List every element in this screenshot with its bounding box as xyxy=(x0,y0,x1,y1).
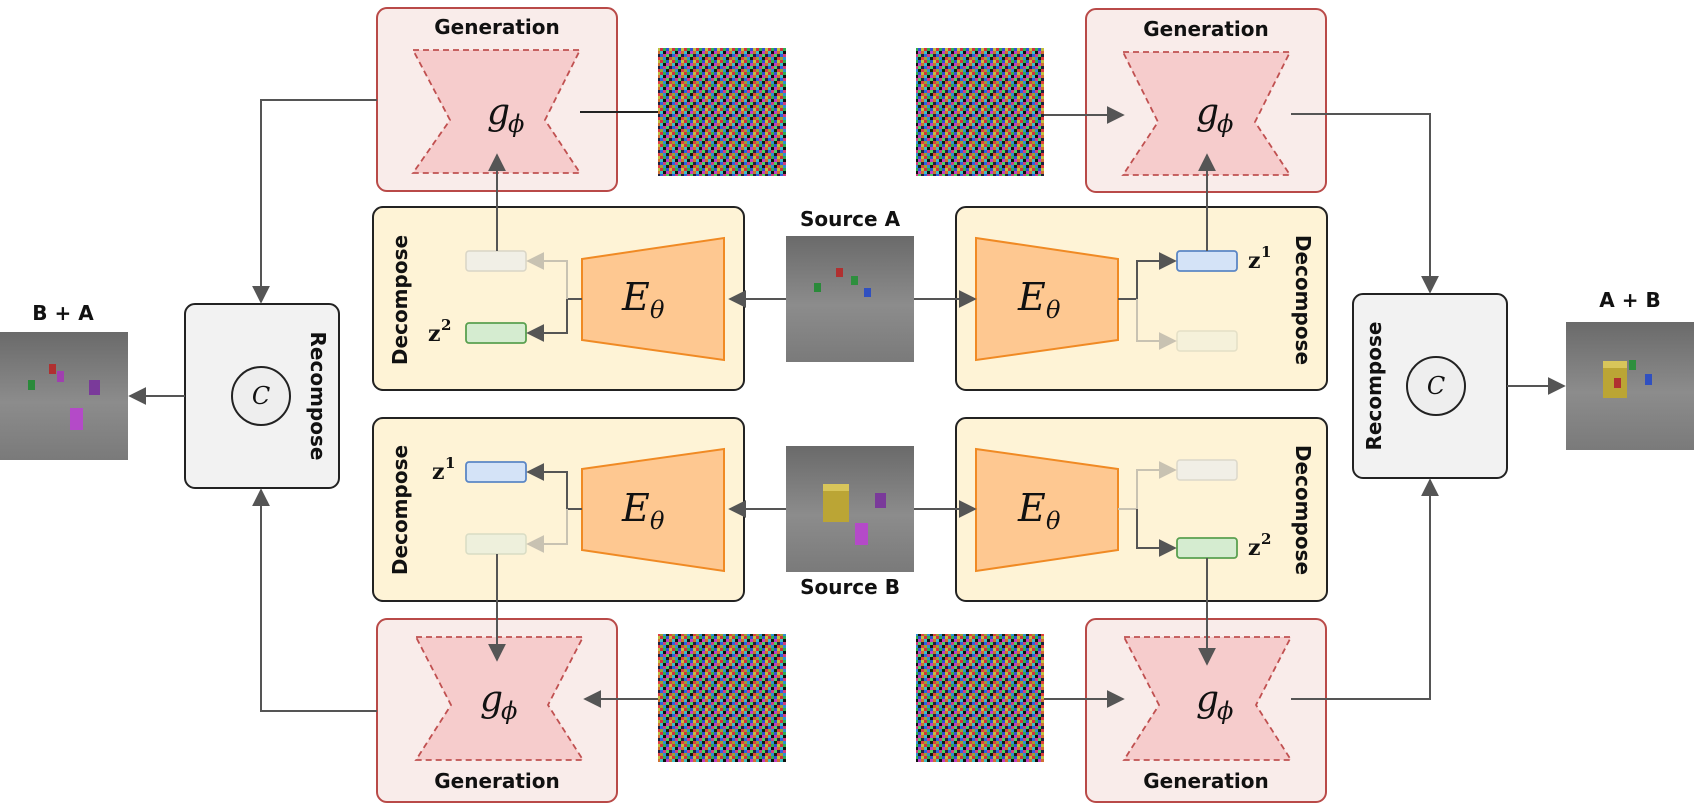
recompose-label: Recompose xyxy=(306,332,330,461)
latent-superscript: 1 xyxy=(445,454,455,472)
latent-z1 xyxy=(1176,250,1238,272)
generator-shape xyxy=(1121,51,1292,176)
latent-superscript: 1 xyxy=(1261,243,1271,261)
generation-box-bottom-left: g ϕ Generation xyxy=(376,618,618,803)
encoder-shape xyxy=(581,236,725,362)
connectors xyxy=(128,99,1566,712)
decompose-label: Decompose xyxy=(1291,445,1315,575)
latent-z1 xyxy=(465,461,527,483)
generator-shape xyxy=(411,49,582,174)
generation-box-top-left: Generation g ϕ xyxy=(376,7,618,192)
latent-slot-faded xyxy=(1176,459,1238,481)
latent-z-symbol: z xyxy=(1248,535,1261,561)
source-b-image xyxy=(786,446,914,572)
compose-circle xyxy=(1406,356,1466,416)
compose-symbol: C xyxy=(252,382,270,410)
generator-subscript: ϕ xyxy=(508,110,524,138)
encoder-shape xyxy=(975,236,1119,362)
output-right-label: A + B xyxy=(1599,288,1660,312)
output-left-label: B + A xyxy=(32,301,94,325)
encoder-symbol: E xyxy=(621,486,650,530)
generator-symbol: g xyxy=(1196,679,1219,720)
decompose-box-bottom-left: Decompose E θ z 1 xyxy=(372,417,745,602)
generator-subscript: ϕ xyxy=(1217,697,1233,725)
latent-slot-faded xyxy=(465,533,527,555)
recompose-box-left: Recompose C xyxy=(184,303,340,489)
generation-label: Generation xyxy=(1143,17,1269,41)
latent-z2 xyxy=(1176,537,1238,559)
latent-z-symbol: z xyxy=(1248,248,1261,274)
decompose-label: Decompose xyxy=(388,445,412,575)
source-a-label: Source A xyxy=(800,207,901,231)
decompose-label: Decompose xyxy=(1291,235,1315,365)
latent-slot-faded xyxy=(465,250,527,272)
generator-shape xyxy=(1122,636,1293,761)
generation-label: Generation xyxy=(1143,769,1269,793)
encoder-subscript: θ xyxy=(1046,507,1061,535)
latent-z-symbol: z xyxy=(432,459,445,485)
source-b-label: Source B xyxy=(800,575,900,599)
generator-shape xyxy=(414,636,585,761)
generator-symbol: g xyxy=(480,679,503,720)
generator-subscript: ϕ xyxy=(1217,110,1233,138)
recompose-box-right: Recompose C xyxy=(1352,293,1508,479)
generation-label: Generation xyxy=(434,15,560,39)
encoder-shape xyxy=(975,447,1119,573)
output-b-plus-a-image xyxy=(0,332,128,460)
generation-label: Generation xyxy=(434,769,560,793)
encoder-symbol: E xyxy=(621,275,650,319)
compose-symbol: C xyxy=(1427,372,1445,400)
noise-image-top-right xyxy=(916,48,1044,176)
latent-z2 xyxy=(465,322,527,344)
latent-superscript: 2 xyxy=(1261,530,1271,548)
noise-image-bottom-right xyxy=(916,634,1044,762)
generator-symbol: g xyxy=(487,92,510,133)
compose-circle xyxy=(231,366,291,426)
output-a-plus-b-image xyxy=(1566,322,1694,450)
noise-image-top-left xyxy=(658,48,786,176)
encoder-symbol: E xyxy=(1017,486,1046,530)
noise-image-bottom-left xyxy=(658,634,786,762)
decompose-box-top-right: Decompose E θ z 1 xyxy=(955,206,1328,391)
decompose-box-top-left: Decompose E θ z 2 xyxy=(372,206,745,391)
generation-box-top-right: Generation g ϕ xyxy=(1085,8,1327,193)
latent-superscript: 2 xyxy=(441,316,451,334)
encoder-subscript: θ xyxy=(650,507,665,535)
decompose-box-bottom-right: Decompose E θ z 2 xyxy=(955,417,1328,602)
generation-box-bottom-right: g ϕ Generation xyxy=(1085,618,1327,803)
encoder-shape xyxy=(581,447,725,573)
source-a-image xyxy=(786,236,914,362)
latent-z-symbol: z xyxy=(428,321,441,347)
generator-subscript: ϕ xyxy=(501,697,517,725)
encoder-subscript: θ xyxy=(1046,296,1061,324)
encoder-symbol: E xyxy=(1017,275,1046,319)
latent-slot-faded xyxy=(1176,330,1238,352)
recompose-label: Recompose xyxy=(1362,322,1386,451)
decompose-label: Decompose xyxy=(388,235,412,365)
encoder-subscript: θ xyxy=(650,296,665,324)
generator-symbol: g xyxy=(1196,92,1219,133)
